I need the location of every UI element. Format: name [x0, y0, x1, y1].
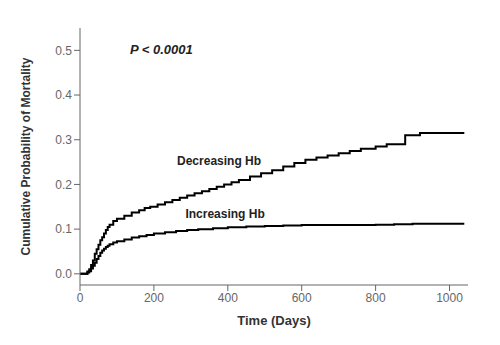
- svg-text:800: 800: [366, 291, 386, 305]
- svg-text:Decreasing Hb: Decreasing Hb: [177, 154, 261, 168]
- svg-text:0.4: 0.4: [55, 88, 72, 102]
- svg-text:0.1: 0.1: [55, 222, 72, 236]
- svg-text:0.0: 0.0: [55, 267, 72, 281]
- svg-text:0.2: 0.2: [55, 178, 72, 192]
- svg-text:Cumulative Probability of Mort: Cumulative Probability of Mortality: [19, 57, 33, 255]
- svg-text:0: 0: [77, 291, 84, 305]
- svg-text:0.5: 0.5: [55, 44, 72, 58]
- svg-text:200: 200: [144, 291, 164, 305]
- svg-text:Time (Days): Time (Days): [237, 313, 310, 328]
- svg-text:Increasing Hb: Increasing Hb: [185, 207, 264, 221]
- svg-text:1000: 1000: [436, 291, 463, 305]
- svg-text:600: 600: [292, 291, 312, 305]
- svg-text:0.3: 0.3: [55, 133, 72, 147]
- html-text:P < 0.0001: P < 0.0001: [130, 42, 193, 57]
- svg-text:400: 400: [218, 291, 238, 305]
